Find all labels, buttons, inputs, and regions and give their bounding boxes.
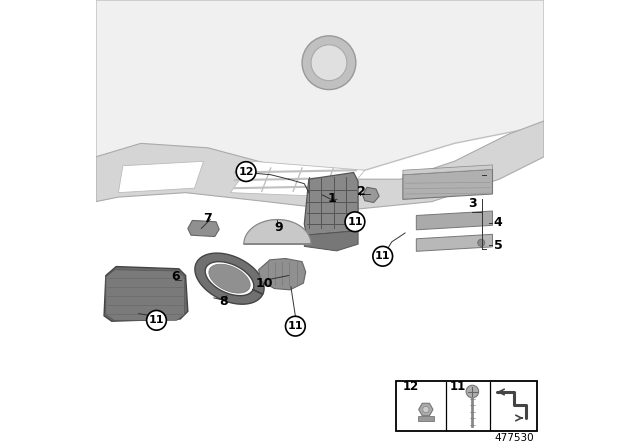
Circle shape bbox=[236, 162, 256, 181]
Text: 7: 7 bbox=[204, 212, 212, 225]
Polygon shape bbox=[403, 165, 493, 175]
Circle shape bbox=[311, 45, 347, 81]
Text: 11: 11 bbox=[375, 251, 390, 261]
Circle shape bbox=[345, 212, 365, 232]
Text: 10: 10 bbox=[255, 276, 273, 290]
Polygon shape bbox=[96, 0, 544, 179]
Polygon shape bbox=[259, 258, 306, 290]
Polygon shape bbox=[195, 253, 264, 304]
Text: 2: 2 bbox=[357, 185, 365, 198]
Text: 3: 3 bbox=[468, 197, 477, 211]
Text: 8: 8 bbox=[220, 294, 228, 308]
Circle shape bbox=[466, 385, 479, 398]
Polygon shape bbox=[403, 169, 493, 199]
Text: 6: 6 bbox=[172, 270, 180, 283]
Text: 4: 4 bbox=[494, 216, 502, 229]
Text: 12: 12 bbox=[238, 167, 254, 177]
Polygon shape bbox=[305, 172, 358, 235]
Text: 11: 11 bbox=[148, 315, 164, 325]
Text: 9: 9 bbox=[275, 220, 283, 234]
FancyBboxPatch shape bbox=[396, 381, 537, 431]
Text: 5: 5 bbox=[494, 238, 502, 252]
Text: 477530: 477530 bbox=[495, 433, 534, 443]
Text: 1: 1 bbox=[328, 191, 337, 205]
Polygon shape bbox=[104, 267, 188, 321]
Circle shape bbox=[422, 406, 429, 413]
Circle shape bbox=[302, 36, 356, 90]
Polygon shape bbox=[417, 211, 493, 230]
Polygon shape bbox=[419, 403, 433, 416]
Polygon shape bbox=[96, 121, 544, 211]
Circle shape bbox=[477, 239, 485, 246]
Polygon shape bbox=[305, 231, 358, 251]
Polygon shape bbox=[230, 161, 365, 197]
Circle shape bbox=[285, 316, 305, 336]
Polygon shape bbox=[106, 270, 185, 320]
Polygon shape bbox=[188, 220, 219, 237]
Text: 11: 11 bbox=[287, 321, 303, 331]
Text: 12: 12 bbox=[403, 380, 419, 393]
Bar bbox=[418, 416, 434, 421]
Circle shape bbox=[147, 310, 166, 330]
Text: 11: 11 bbox=[347, 217, 363, 227]
Polygon shape bbox=[244, 220, 311, 244]
Circle shape bbox=[373, 246, 392, 266]
Polygon shape bbox=[118, 161, 204, 193]
Polygon shape bbox=[417, 234, 493, 251]
Text: 11: 11 bbox=[450, 380, 467, 393]
Polygon shape bbox=[209, 264, 250, 293]
Polygon shape bbox=[362, 187, 379, 202]
